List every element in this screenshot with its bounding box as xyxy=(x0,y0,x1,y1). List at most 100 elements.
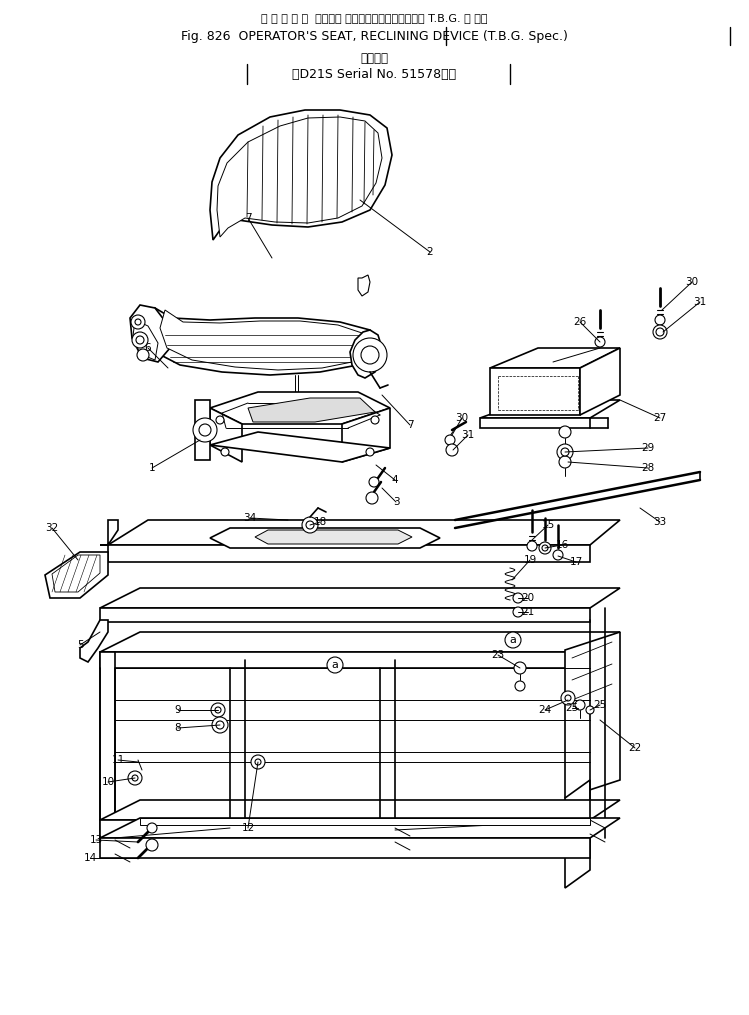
Polygon shape xyxy=(108,520,620,545)
Circle shape xyxy=(445,435,455,445)
Text: 26: 26 xyxy=(574,317,586,327)
Polygon shape xyxy=(148,308,378,375)
Polygon shape xyxy=(255,530,412,544)
Polygon shape xyxy=(210,528,440,548)
Circle shape xyxy=(366,448,374,456)
Circle shape xyxy=(216,721,224,729)
Circle shape xyxy=(199,424,211,436)
Polygon shape xyxy=(358,275,370,296)
Polygon shape xyxy=(100,608,590,622)
Circle shape xyxy=(216,416,224,424)
Polygon shape xyxy=(248,398,375,422)
Text: 7: 7 xyxy=(407,420,413,430)
Circle shape xyxy=(136,336,144,344)
Polygon shape xyxy=(100,838,590,858)
Circle shape xyxy=(655,315,665,325)
Text: オ ペ レ ー タ  シート， リクライニングデバイス（ T.B.G. 仕 様）: オ ペ レ ー タ シート， リクライニングデバイス（ T.B.G. 仕 様） xyxy=(261,13,488,23)
Polygon shape xyxy=(210,392,390,424)
Text: 6: 6 xyxy=(145,343,151,353)
Polygon shape xyxy=(108,545,590,562)
Circle shape xyxy=(137,349,149,361)
Circle shape xyxy=(561,448,569,456)
Text: 5: 5 xyxy=(76,640,83,650)
Polygon shape xyxy=(52,555,100,592)
Circle shape xyxy=(132,775,138,781)
Polygon shape xyxy=(100,632,620,652)
Polygon shape xyxy=(210,408,242,462)
Circle shape xyxy=(371,416,379,424)
Circle shape xyxy=(446,444,458,456)
Circle shape xyxy=(565,695,571,701)
Circle shape xyxy=(193,418,217,442)
Circle shape xyxy=(221,448,229,456)
Text: 31: 31 xyxy=(694,297,706,307)
Circle shape xyxy=(147,823,157,833)
Text: 31: 31 xyxy=(461,430,475,439)
Text: Fig. 826  OPERATOR'S SEAT, RECLINING DEVICE (T.B.G. Spec.): Fig. 826 OPERATOR'S SEAT, RECLINING DEVI… xyxy=(181,29,568,43)
Polygon shape xyxy=(80,620,108,662)
Text: a: a xyxy=(332,660,339,670)
Circle shape xyxy=(595,337,605,347)
Text: 25: 25 xyxy=(565,703,579,713)
Text: 4: 4 xyxy=(392,475,398,485)
Polygon shape xyxy=(480,418,590,428)
Circle shape xyxy=(369,477,379,487)
Polygon shape xyxy=(130,304,170,362)
Polygon shape xyxy=(490,348,620,368)
Text: 30: 30 xyxy=(685,277,699,287)
Circle shape xyxy=(212,717,228,733)
Text: 29: 29 xyxy=(641,443,655,453)
Text: 12: 12 xyxy=(241,823,255,833)
Text: （D21S Serial No. 51578～）: （D21S Serial No. 51578～） xyxy=(292,68,456,80)
Text: 33: 33 xyxy=(653,517,667,527)
Text: 32: 32 xyxy=(46,523,58,533)
Circle shape xyxy=(505,632,521,648)
Text: 13: 13 xyxy=(89,835,103,845)
Circle shape xyxy=(128,771,142,785)
Polygon shape xyxy=(100,520,118,545)
Text: 11: 11 xyxy=(112,755,124,765)
Circle shape xyxy=(302,517,318,533)
Text: 34: 34 xyxy=(243,513,257,523)
Circle shape xyxy=(513,607,523,617)
Text: 10: 10 xyxy=(101,777,115,787)
Polygon shape xyxy=(140,818,590,825)
Circle shape xyxy=(513,593,523,603)
Circle shape xyxy=(353,338,387,373)
Circle shape xyxy=(539,542,551,554)
Polygon shape xyxy=(100,820,590,838)
Circle shape xyxy=(361,346,379,364)
Text: 24: 24 xyxy=(539,705,551,715)
Polygon shape xyxy=(133,320,158,360)
Text: 14: 14 xyxy=(83,853,97,863)
Polygon shape xyxy=(580,348,620,415)
Polygon shape xyxy=(195,400,210,460)
Text: 7: 7 xyxy=(245,213,252,223)
Text: a: a xyxy=(509,635,517,645)
Polygon shape xyxy=(480,400,620,418)
Polygon shape xyxy=(565,780,590,888)
Circle shape xyxy=(586,706,594,714)
Text: 28: 28 xyxy=(641,463,655,473)
Polygon shape xyxy=(100,652,115,820)
Text: 30: 30 xyxy=(455,413,469,423)
Polygon shape xyxy=(160,310,368,370)
Text: 9: 9 xyxy=(175,705,181,715)
Circle shape xyxy=(553,550,563,560)
Polygon shape xyxy=(100,800,620,820)
Text: 23: 23 xyxy=(491,650,505,660)
Text: 27: 27 xyxy=(653,413,667,423)
Text: 22: 22 xyxy=(628,743,642,753)
Circle shape xyxy=(561,691,575,705)
Text: 3: 3 xyxy=(392,497,399,508)
Polygon shape xyxy=(350,330,382,378)
Text: 19: 19 xyxy=(524,555,536,565)
Polygon shape xyxy=(210,110,392,240)
Text: 2: 2 xyxy=(427,247,434,257)
Circle shape xyxy=(557,444,573,460)
Circle shape xyxy=(255,759,261,765)
Circle shape xyxy=(515,681,525,691)
Circle shape xyxy=(653,325,667,339)
Circle shape xyxy=(135,319,141,325)
Circle shape xyxy=(251,755,265,769)
